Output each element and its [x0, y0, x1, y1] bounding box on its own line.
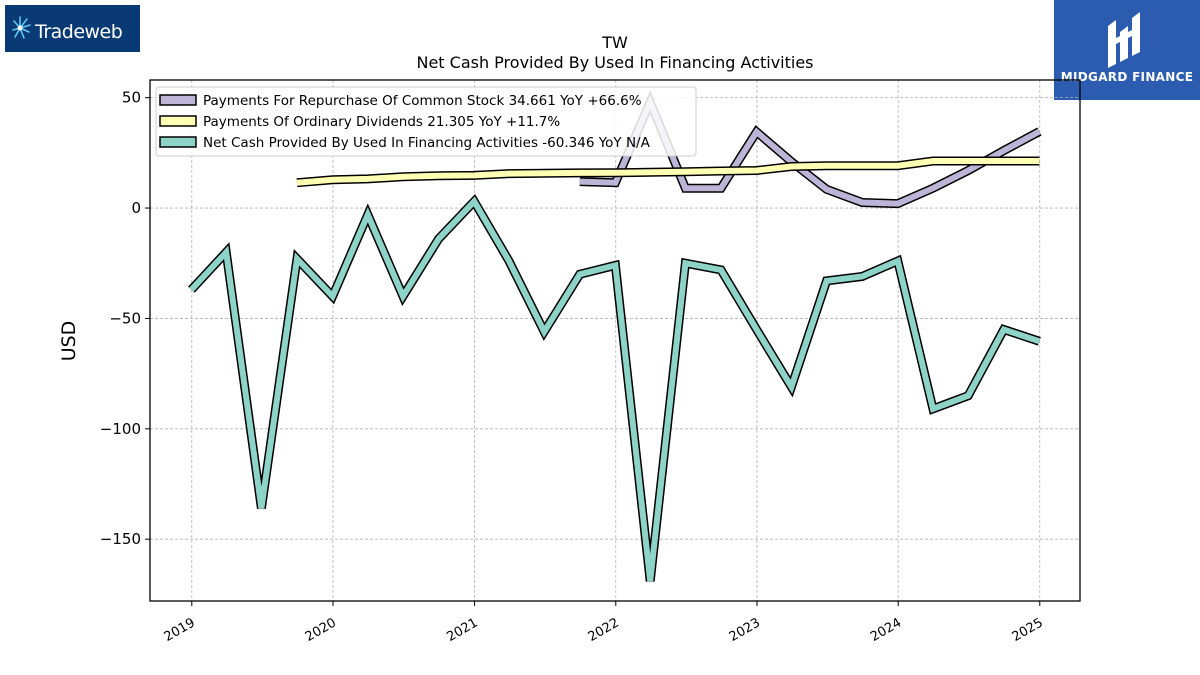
x-tick-label: 2020: [303, 615, 339, 645]
midgard-emblem-icon: [1108, 12, 1140, 68]
legend-swatch: [159, 136, 197, 148]
legend-entry-label: Payments For Repurchase Of Common Stock …: [203, 93, 642, 109]
x-tick-label: 2019: [162, 615, 198, 645]
legend: Payments For Repurchase Of Common Stock …: [155, 86, 697, 157]
x-tick-label: 2022: [586, 615, 622, 645]
midgard-finance-logo-text: MIDGARD FINANCE: [1060, 70, 1194, 84]
y-tick-label: −50: [109, 309, 141, 327]
legend-swatch: [159, 115, 197, 127]
chart-title: TW: [601, 33, 628, 52]
tradeweb-logo: Tradeweb: [5, 5, 140, 52]
tradeweb-starburst-icon: [12, 16, 31, 39]
series-line-2: [296, 156, 1040, 188]
legend-entry-label: Payments Of Ordinary Dividends 21.305 Yo…: [203, 114, 560, 130]
legend-frame: [155, 86, 697, 157]
series-stroke: [296, 158, 1040, 186]
y-tick-label: −150: [100, 530, 141, 548]
x-tick-label: 2023: [727, 615, 763, 645]
chart-subtitle: Net Cash Provided By Used In Financing A…: [416, 53, 813, 72]
y-axis-label: USD: [58, 321, 80, 362]
series-stroke: [189, 196, 1041, 582]
x-tick-label: 2021: [444, 615, 480, 645]
midgard-finance-logo: MIDGARD FINANCE: [1054, 0, 1200, 100]
legend-swatch: [159, 94, 197, 106]
tradeweb-logo-text: Tradeweb: [35, 21, 123, 43]
x-tick-label: 2024: [868, 615, 904, 645]
y-tick-label: −100: [100, 420, 141, 438]
plot-frame: [149, 79, 1081, 602]
y-tick-label: 50: [122, 89, 141, 107]
y-tick-label: 0: [131, 199, 141, 217]
x-tick-label: 2025: [1010, 615, 1046, 645]
legend-entry-label: Net Cash Provided By Used In Financing A…: [203, 135, 651, 151]
series-line-3: [188, 193, 1041, 582]
